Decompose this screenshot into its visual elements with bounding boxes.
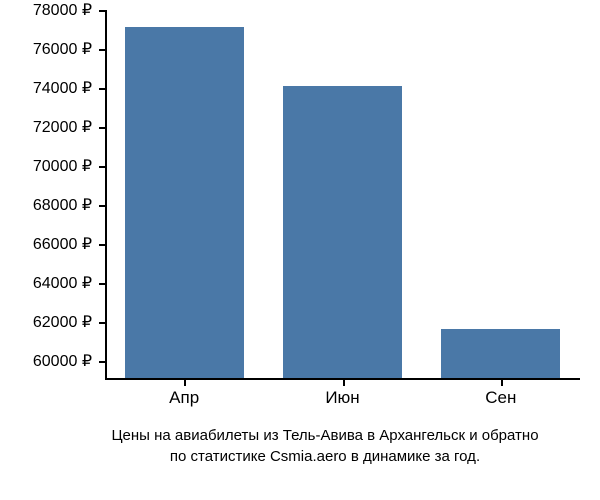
y-axis-label: 66000 ₽ bbox=[33, 234, 92, 254]
plot-area bbox=[105, 10, 580, 380]
y-tick bbox=[99, 166, 105, 168]
y-axis-line bbox=[105, 10, 107, 380]
chart-caption: Цены на авиабилеты из Тель-Авива в Архан… bbox=[50, 425, 600, 467]
y-axis-label: 70000 ₽ bbox=[33, 156, 92, 176]
y-axis-label: 72000 ₽ bbox=[33, 117, 92, 137]
y-axis-label: 76000 ₽ bbox=[33, 39, 92, 59]
y-tick bbox=[99, 49, 105, 51]
y-tick bbox=[99, 283, 105, 285]
chart-container: 60000 ₽ 62000 ₽ 64000 ₽ 66000 ₽ 68000 ₽ 70000… bbox=[0, 0, 600, 500]
x-axis-label: Сен bbox=[485, 388, 516, 408]
caption-line-2: по статистике Csmia.aero в динамике за г… bbox=[170, 448, 480, 465]
x-axis-labels: Апр Июн Сен bbox=[105, 388, 580, 413]
y-tick bbox=[99, 127, 105, 129]
y-tick bbox=[99, 10, 105, 12]
x-axis-label: Июн bbox=[325, 388, 359, 408]
y-axis-labels: 60000 ₽ 62000 ₽ 64000 ₽ 66000 ₽ 68000 ₽ 70000… bbox=[0, 10, 100, 380]
y-tick bbox=[99, 361, 105, 363]
bar bbox=[441, 329, 560, 378]
y-axis-label: 74000 ₽ bbox=[33, 78, 92, 98]
x-tick bbox=[501, 380, 503, 386]
y-axis-label: 62000 ₽ bbox=[33, 312, 92, 332]
caption-line-1: Цены на авиабилеты из Тель-Авива в Архан… bbox=[111, 427, 538, 444]
y-axis-label: 78000 ₽ bbox=[33, 0, 92, 20]
y-axis-label: 64000 ₽ bbox=[33, 273, 92, 293]
y-tick bbox=[99, 88, 105, 90]
bar bbox=[125, 27, 244, 378]
y-tick bbox=[99, 205, 105, 207]
y-axis-label: 68000 ₽ bbox=[33, 195, 92, 215]
x-tick bbox=[343, 380, 345, 386]
x-tick bbox=[184, 380, 186, 386]
x-axis-label: Апр bbox=[169, 388, 199, 408]
y-tick bbox=[99, 244, 105, 246]
bar bbox=[283, 86, 402, 378]
y-tick bbox=[99, 322, 105, 324]
y-axis-label: 60000 ₽ bbox=[33, 351, 92, 371]
